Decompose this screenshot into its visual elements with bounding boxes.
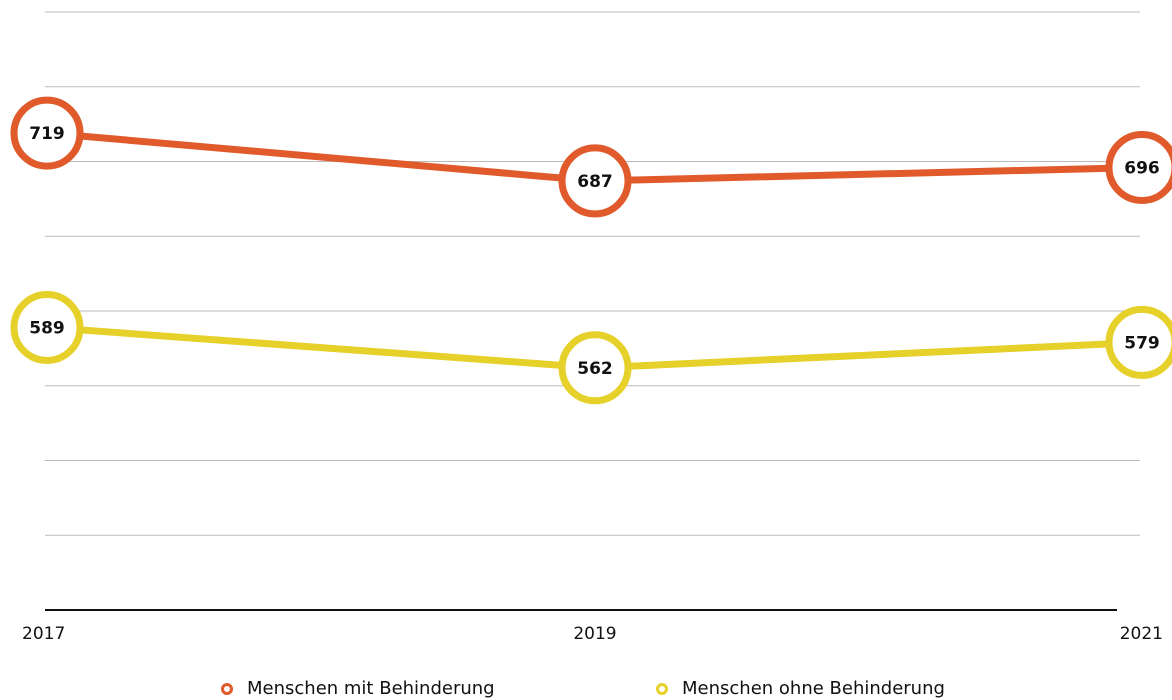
- legend-marker: [221, 683, 233, 695]
- data-point: 589: [10, 290, 84, 364]
- data-point: 579: [1105, 305, 1172, 379]
- legend-marker: [656, 683, 668, 695]
- marker: [558, 144, 632, 218]
- data-label: 719: [29, 124, 65, 144]
- marker: [10, 290, 84, 364]
- x-tick-label: 2017: [22, 624, 65, 644]
- data-label: 579: [1124, 333, 1160, 353]
- legend-label: Menschen mit Behinderung: [247, 678, 495, 699]
- data-label: 696: [1124, 158, 1160, 178]
- marker: [1105, 305, 1172, 379]
- marker: [558, 331, 632, 405]
- x-tick-label: 2021: [1120, 624, 1163, 644]
- data-label: 589: [29, 318, 65, 338]
- data-point: 719: [10, 96, 84, 170]
- data-point: 562: [558, 331, 632, 405]
- marker: [1105, 130, 1172, 204]
- data-point: 696: [1105, 130, 1172, 204]
- x-tick-label: 2019: [573, 624, 616, 644]
- legend-label: Menschen ohne Behinderung: [682, 678, 945, 699]
- data-point: 687: [558, 144, 632, 218]
- marker: [10, 96, 84, 170]
- data-label: 562: [577, 359, 613, 379]
- data-label: 687: [577, 172, 613, 192]
